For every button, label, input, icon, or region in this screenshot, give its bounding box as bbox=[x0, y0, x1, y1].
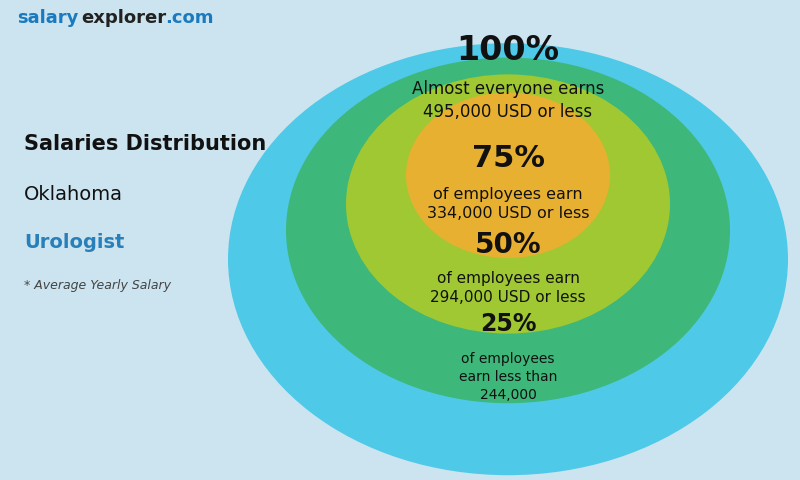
Ellipse shape bbox=[286, 58, 730, 403]
Text: 50%: 50% bbox=[474, 231, 542, 259]
Text: .com: .com bbox=[166, 9, 214, 27]
Ellipse shape bbox=[406, 92, 610, 258]
Text: Oklahoma: Oklahoma bbox=[24, 185, 123, 204]
Text: 100%: 100% bbox=[457, 34, 559, 67]
Text: 25%: 25% bbox=[480, 312, 536, 336]
Text: salary: salary bbox=[18, 9, 79, 27]
Text: of employees earn
334,000 USD or less: of employees earn 334,000 USD or less bbox=[426, 187, 590, 221]
Text: * Average Yearly Salary: * Average Yearly Salary bbox=[24, 279, 171, 292]
Text: of employees earn
294,000 USD or less: of employees earn 294,000 USD or less bbox=[430, 271, 586, 305]
Text: 75%: 75% bbox=[471, 144, 545, 173]
Text: Urologist: Urologist bbox=[24, 233, 124, 252]
Text: of employees
earn less than
244,000: of employees earn less than 244,000 bbox=[459, 352, 557, 402]
Text: Salaries Distribution: Salaries Distribution bbox=[24, 134, 266, 154]
Text: Almost everyone earns
495,000 USD or less: Almost everyone earns 495,000 USD or les… bbox=[412, 80, 604, 121]
Ellipse shape bbox=[228, 43, 788, 475]
Text: explorer: explorer bbox=[82, 9, 166, 27]
Ellipse shape bbox=[346, 74, 670, 334]
